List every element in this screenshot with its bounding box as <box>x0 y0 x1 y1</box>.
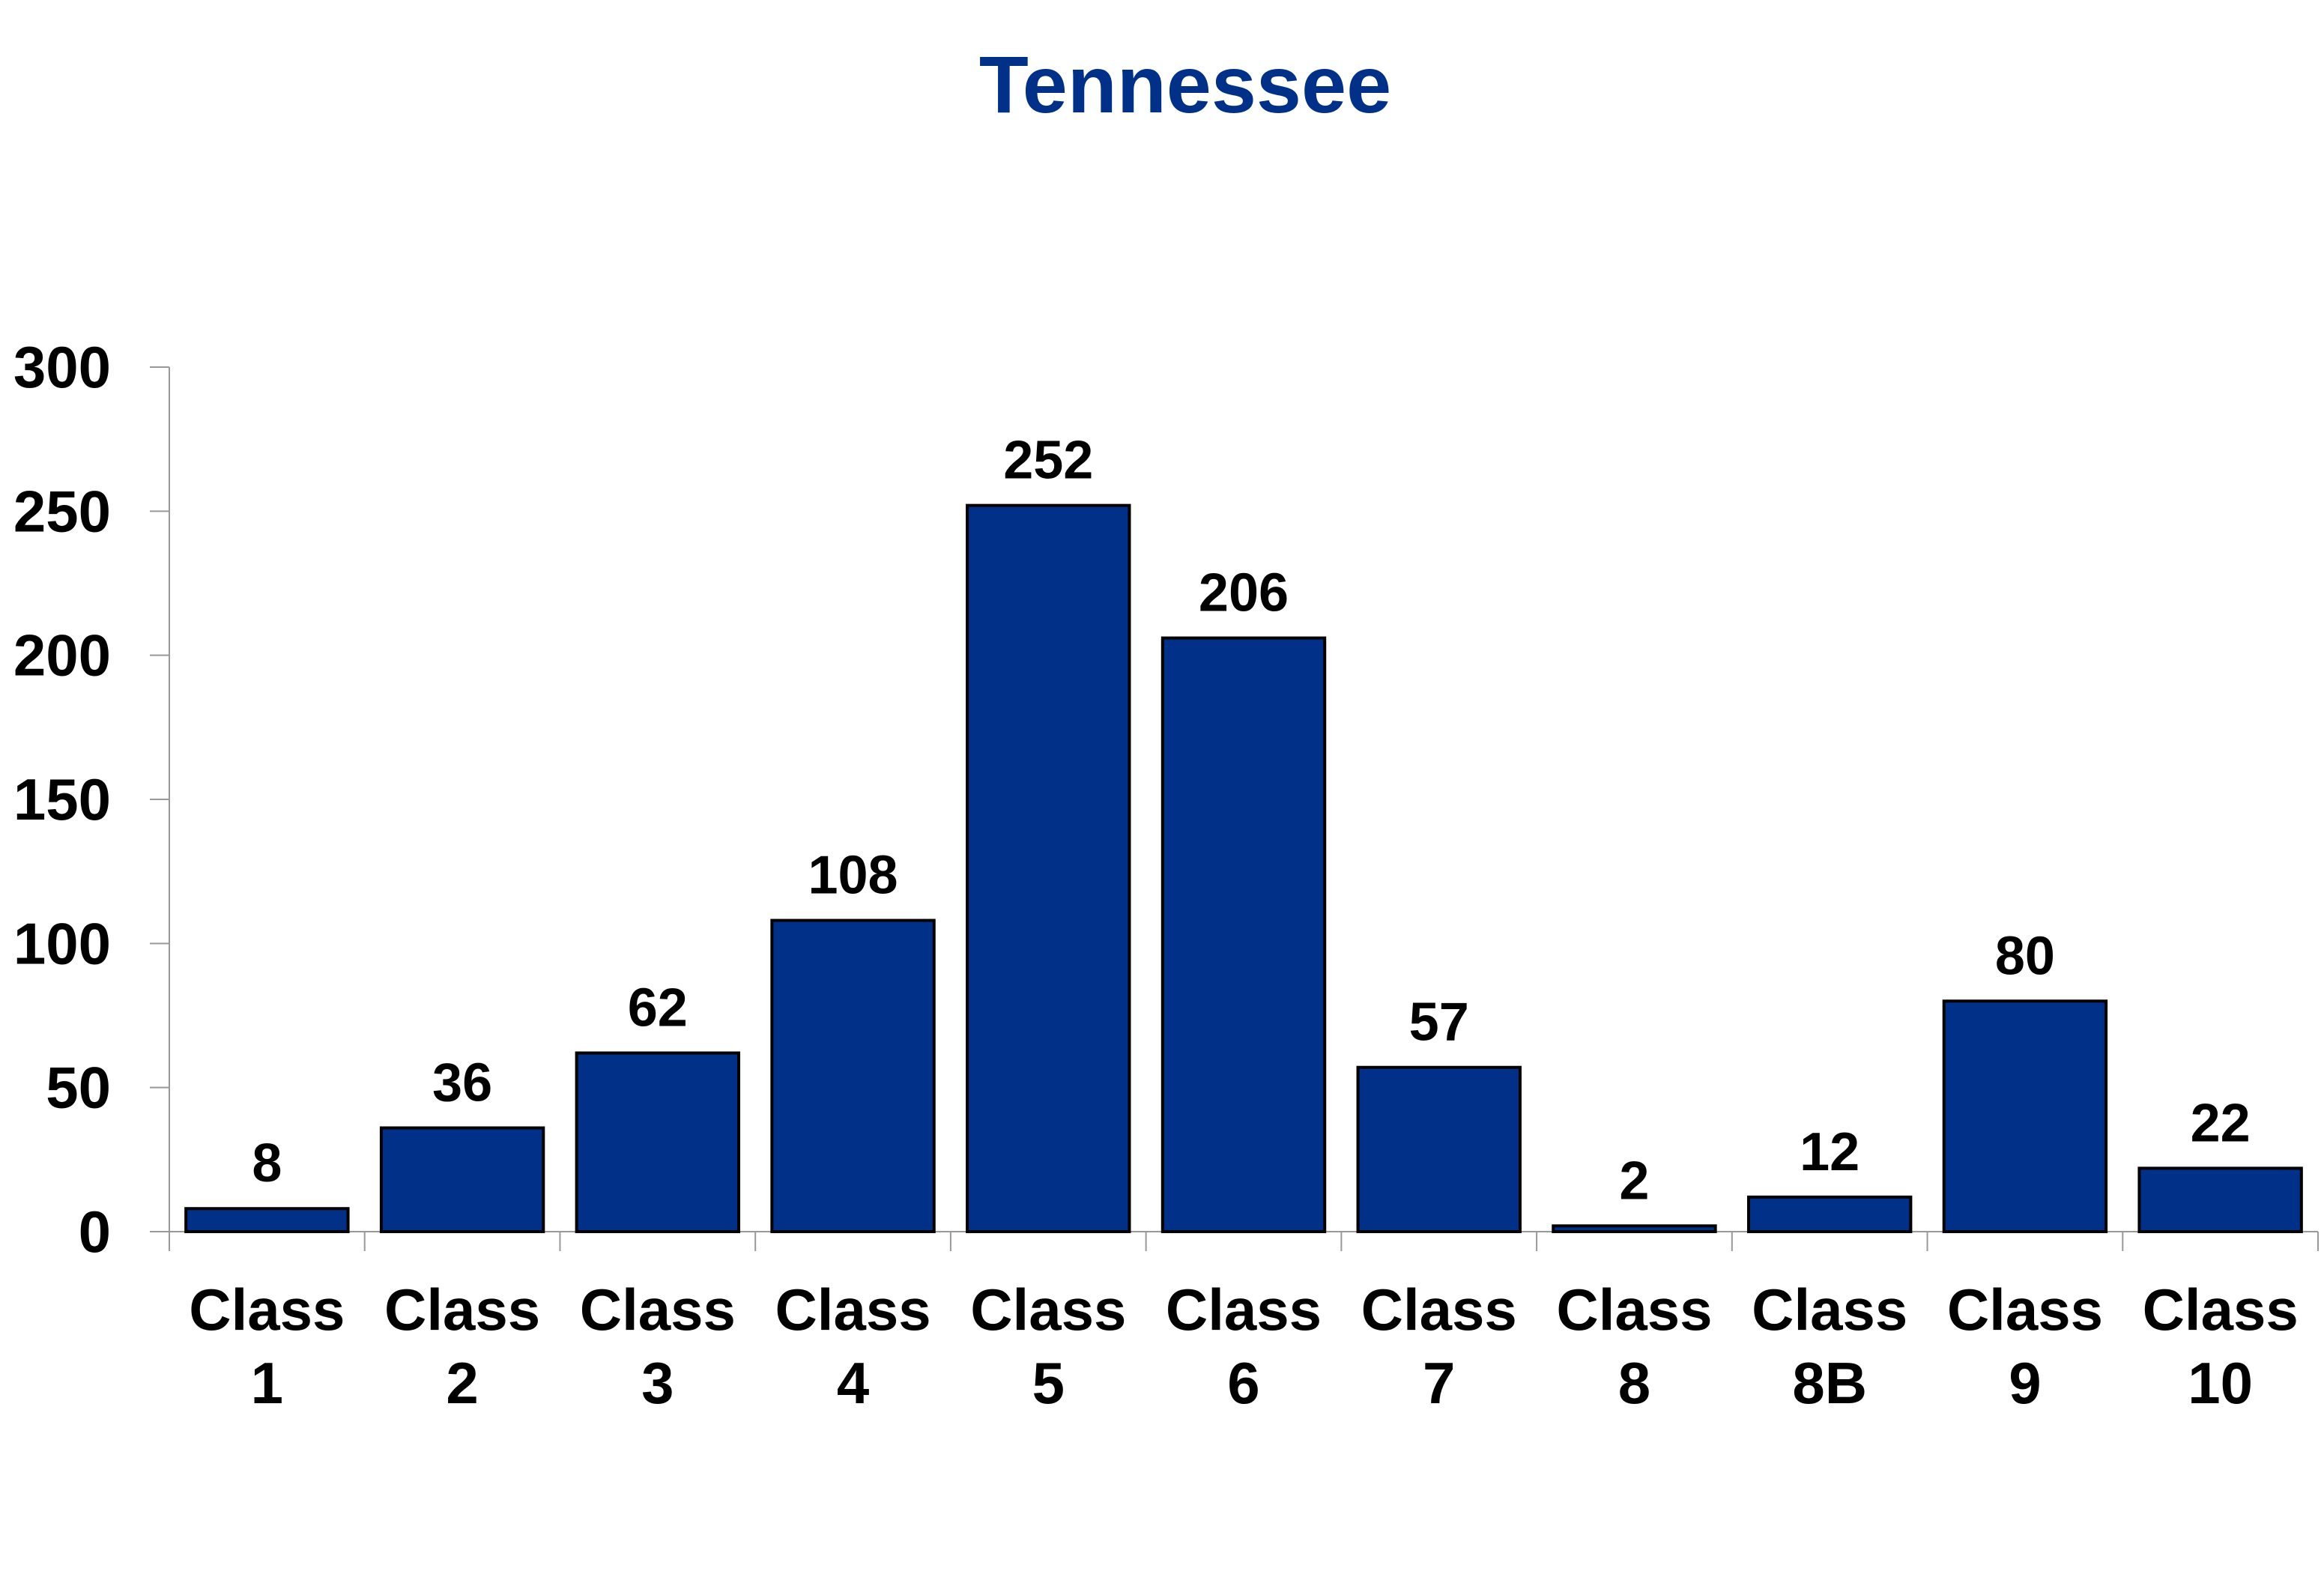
x-tick-label: Class 1 <box>189 1277 345 1416</box>
data-labels-group: 8 36 62 108 252 206 57 2 12 80 22 <box>252 431 2250 1211</box>
x-tick-label-line: 4 <box>837 1350 869 1416</box>
x-tick-label-line: 8 <box>1618 1350 1650 1416</box>
bar <box>1356 1065 1522 1233</box>
x-tick-label-line: 5 <box>1032 1350 1065 1416</box>
x-tick-label: Class 6 <box>1166 1277 1322 1416</box>
x-tick-label-line: Class <box>1166 1277 1322 1343</box>
x-tick-label: Class 2 <box>384 1277 540 1416</box>
x-tick-label-line: 8B <box>1792 1350 1867 1416</box>
y-tick-label: 100 <box>13 910 111 976</box>
bar <box>2137 1166 2303 1233</box>
x-tick-label-line: 3 <box>641 1350 674 1416</box>
data-label: 12 <box>1800 1122 1859 1182</box>
y-tick-label: 50 <box>46 1055 111 1121</box>
x-tick-label-line: Class <box>775 1277 930 1343</box>
y-tick-label: 200 <box>13 623 111 688</box>
x-tick-label-line: 7 <box>1423 1350 1455 1416</box>
data-label: 22 <box>2191 1093 2251 1153</box>
y-tick-label: 0 <box>79 1199 111 1265</box>
bar <box>575 1051 741 1234</box>
bar <box>1746 1195 1913 1233</box>
x-tick-label-line: Class <box>384 1277 540 1343</box>
x-tick-label-line: Class <box>1556 1277 1712 1343</box>
x-tick-label-line: Class <box>970 1277 1126 1343</box>
data-label: 8 <box>252 1133 282 1193</box>
x-tick-label-line: Class <box>1361 1277 1517 1343</box>
bars-group <box>184 503 2303 1234</box>
data-label: 206 <box>1199 563 1289 623</box>
x-tick-label: Class 9 <box>1947 1277 2103 1416</box>
x-tick-label: Class 10 <box>2143 1277 2299 1416</box>
y-tick-label: 150 <box>13 766 111 832</box>
bar <box>1161 636 1327 1233</box>
x-tick-label: Class 8B <box>1752 1277 1907 1416</box>
y-axis: 0 50 100 150 200 250 300 <box>13 334 170 1265</box>
data-label: 36 <box>432 1053 492 1113</box>
data-label: 62 <box>628 978 688 1038</box>
x-tick-label-line: Class <box>580 1277 736 1343</box>
x-tick-label-line: Class <box>1947 1277 2103 1343</box>
y-tick-label: 300 <box>13 334 111 400</box>
chart-title: Tennessee <box>979 39 1391 130</box>
x-tick-label-line: 6 <box>1227 1350 1259 1416</box>
x-tick-label: Class 3 <box>580 1277 736 1416</box>
bar <box>1942 999 2108 1234</box>
data-label: 252 <box>1003 431 1093 491</box>
bar <box>1552 1224 1717 1233</box>
y-tick-label: 250 <box>13 478 111 544</box>
x-tick-label-line: 2 <box>446 1350 478 1416</box>
x-tick-label-line: 10 <box>2188 1350 2253 1416</box>
x-tick-label-line: 9 <box>2009 1350 2041 1416</box>
data-label: 2 <box>1619 1151 1649 1211</box>
x-tick-label-line: Class <box>2143 1277 2299 1343</box>
x-tick-label: Class 5 <box>970 1277 1126 1416</box>
x-tick-label: Class 8 <box>1556 1277 1712 1416</box>
bar <box>184 1207 350 1234</box>
x-tick-label-line: Class <box>1752 1277 1907 1343</box>
x-tick-label-line: Class <box>189 1277 345 1343</box>
bar <box>966 503 1131 1233</box>
x-tick-label: Class 7 <box>1361 1277 1517 1416</box>
data-label: 108 <box>808 846 898 906</box>
x-tick-label-line: 1 <box>251 1350 283 1416</box>
data-label: 57 <box>1409 993 1469 1053</box>
bar <box>379 1126 545 1234</box>
data-label: 80 <box>1995 926 2055 986</box>
x-tick-label: Class 4 <box>775 1277 930 1416</box>
bar <box>770 918 936 1234</box>
